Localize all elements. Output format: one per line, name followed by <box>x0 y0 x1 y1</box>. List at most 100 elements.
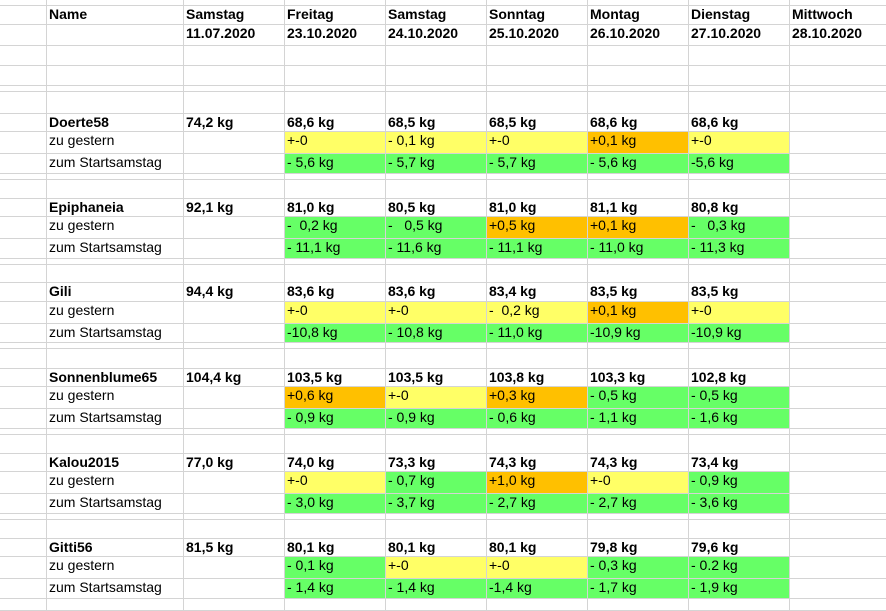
row-label-zum-startsamstag: zum Startsamstag <box>49 239 162 255</box>
delta-vs-start: - 1,6 kg <box>691 409 738 425</box>
row-gridline <box>0 258 886 259</box>
cell-fill-green <box>284 238 385 258</box>
daily-weight: 68,5 kg <box>489 114 537 130</box>
delta-vs-start: - 1,7 kg <box>590 579 637 595</box>
row-gridline <box>0 598 886 599</box>
cell-fill-orange <box>486 386 587 408</box>
delta-vs-yesterday: - 0,1 kg <box>287 557 334 573</box>
cell-fill-green <box>587 408 688 428</box>
delta-vs-yesterday: +-0 <box>489 132 510 148</box>
cell-fill-green <box>587 238 688 258</box>
daily-weight: 83,5 kg <box>691 283 739 299</box>
cell-fill-yellow <box>284 131 385 153</box>
daily-weight: 81,0 kg <box>287 199 335 215</box>
cell-fill-green <box>385 323 486 342</box>
cell-fill-yellow <box>284 471 385 493</box>
cell-fill-green <box>284 408 385 428</box>
daily-weight: 83,5 kg <box>590 283 638 299</box>
cell-fill-orange <box>587 131 688 153</box>
column-gridline <box>688 0 689 610</box>
row-gridline <box>0 301 886 302</box>
delta-vs-yesterday: +-0 <box>388 387 409 403</box>
cell-fill-yellow <box>385 556 486 578</box>
cell-fill-green <box>486 323 587 342</box>
cell-fill-green <box>486 153 587 173</box>
participant-name: Gitti56 <box>49 539 93 555</box>
delta-vs-yesterday: - 0,1 kg <box>388 132 435 148</box>
cell-fill-green <box>688 493 789 513</box>
row-gridline <box>0 91 886 92</box>
daily-weight: 83,6 kg <box>287 283 335 299</box>
delta-vs-yesterday: +-0 <box>590 472 611 488</box>
cell-fill-green <box>385 153 486 173</box>
delta-vs-start: -10,8 kg <box>287 324 338 340</box>
row-gridline <box>0 493 886 494</box>
row-label-zum-startsamstag: zum Startsamstag <box>49 409 162 425</box>
delta-vs-yesterday: +-0 <box>691 302 712 318</box>
header-date: 28.10.2020 <box>792 25 863 41</box>
cell-fill-green <box>486 238 587 258</box>
row-label-zu-gestern: zu gestern <box>49 557 115 573</box>
daily-weight: 103,8 kg <box>489 369 545 385</box>
start-weight: 92,1 kg <box>186 199 234 215</box>
row-gridline <box>0 264 886 265</box>
row-gridline <box>0 113 886 114</box>
delta-vs-yesterday: +0,1 kg <box>590 217 637 233</box>
cell-fill-orange <box>486 471 587 493</box>
delta-vs-yesterday: +-0 <box>287 132 308 148</box>
delta-vs-start: - 5,7 kg <box>388 154 435 170</box>
column-gridline <box>183 0 184 610</box>
cell-fill-green <box>688 153 789 173</box>
delta-vs-start: - 1,1 kg <box>590 409 637 425</box>
start-weight: 94,4 kg <box>186 283 234 299</box>
delta-vs-yesterday: +-0 <box>691 132 712 148</box>
cell-fill-green <box>284 493 385 513</box>
row-gridline <box>0 65 886 66</box>
cell-fill-green <box>587 323 688 342</box>
row-label-zum-startsamstag: zum Startsamstag <box>49 154 162 170</box>
delta-vs-yesterday: +0,3 kg <box>489 387 536 403</box>
delta-vs-yesterday: - 0,9 kg <box>691 472 738 488</box>
column-gridline <box>385 0 386 610</box>
row-gridline <box>0 556 886 557</box>
delta-vs-start: - 5,6 kg <box>590 154 637 170</box>
row-gridline <box>0 45 886 46</box>
row-gridline <box>0 238 886 239</box>
delta-vs-yesterday: - 0,2 kg <box>489 302 540 318</box>
delta-vs-start: -5,6 kg <box>691 154 734 170</box>
column-gridline <box>587 0 588 610</box>
delta-vs-start: - 11,1 kg <box>287 239 341 255</box>
row-gridline <box>0 179 886 180</box>
delta-vs-yesterday: - 0.2 kg <box>691 557 738 573</box>
delta-vs-yesterday: - 0,7 kg <box>388 472 435 488</box>
cell-fill-orange <box>587 216 688 238</box>
daily-weight: 74,3 kg <box>489 454 537 470</box>
daily-weight: 83,4 kg <box>489 283 537 299</box>
participant-name: Kalou2015 <box>49 454 120 470</box>
cell-fill-yellow <box>486 131 587 153</box>
header-day: Dienstag <box>691 6 751 22</box>
cell-fill-green <box>688 323 789 342</box>
delta-vs-yesterday: +0,1 kg <box>590 132 637 148</box>
daily-weight: 103,5 kg <box>388 369 444 385</box>
row-label-zu-gestern: zu gestern <box>49 302 115 318</box>
delta-vs-yesterday: - 0,5 kg <box>388 217 443 233</box>
row-gridline <box>0 538 886 539</box>
header-date: 25.10.2020 <box>489 25 560 41</box>
delta-vs-yesterday: - 0,5 kg <box>691 387 738 403</box>
cell-fill-green <box>486 408 587 428</box>
header-day: Montag <box>590 6 640 22</box>
delta-vs-start: - 1,4 kg <box>388 579 435 595</box>
row-gridline <box>0 513 886 514</box>
delta-vs-start: - 3,6 kg <box>691 494 738 510</box>
delta-vs-start: -10,9 kg <box>691 324 742 340</box>
delta-vs-start: - 11,0 kg <box>590 239 644 255</box>
cell-fill-yellow <box>385 301 486 323</box>
delta-vs-start: - 2,7 kg <box>489 494 536 510</box>
row-gridline <box>0 408 886 409</box>
row-label-zum-startsamstag: zum Startsamstag <box>49 579 162 595</box>
cell-fill-green <box>688 408 789 428</box>
daily-weight: 81,0 kg <box>489 199 537 215</box>
cell-fill-green <box>688 216 789 238</box>
